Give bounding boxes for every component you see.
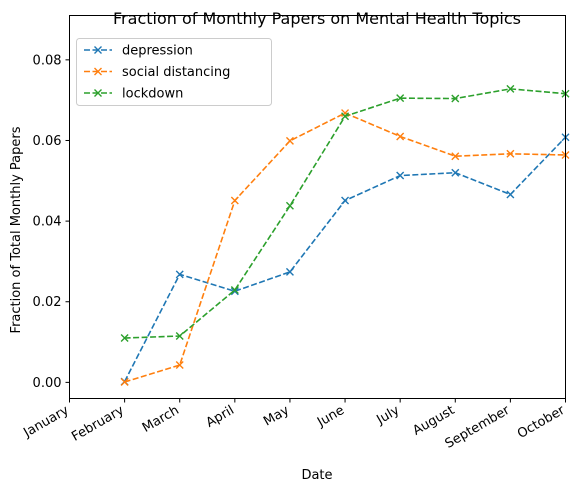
legend: depression social distancing lockdown bbox=[76, 38, 272, 106]
data-point-marker bbox=[175, 270, 184, 279]
data-point-marker bbox=[451, 94, 460, 103]
data-point-marker bbox=[285, 201, 294, 210]
legend-box bbox=[76, 38, 272, 106]
y-tick-label: 0.04 bbox=[33, 215, 62, 230]
y-tick-label: 0.06 bbox=[33, 134, 62, 149]
x-axis-label: Date bbox=[301, 468, 332, 483]
data-point-marker bbox=[285, 267, 294, 276]
data-point-marker bbox=[396, 94, 405, 103]
data-point-marker bbox=[451, 152, 460, 161]
plot-frame bbox=[69, 15, 566, 399]
data-point-marker bbox=[230, 287, 239, 296]
data-point-marker bbox=[230, 196, 239, 205]
x-tick-label: February bbox=[69, 403, 127, 445]
x-tick-label: October bbox=[515, 403, 568, 442]
data-point-marker bbox=[506, 149, 515, 158]
data-point-marker bbox=[506, 190, 515, 199]
data-point-marker bbox=[175, 332, 184, 341]
y-tick-label: 0.02 bbox=[33, 295, 62, 310]
x-tick-label: March bbox=[140, 403, 182, 436]
data-point-marker bbox=[506, 84, 515, 93]
data-point-marker bbox=[285, 136, 294, 145]
legend-label: social distancing bbox=[122, 65, 230, 80]
legend-marker bbox=[94, 46, 102, 54]
chart-title: Fraction of Monthly Papers on Mental Hea… bbox=[113, 9, 521, 28]
data-point-marker bbox=[120, 334, 129, 343]
series-line-depression bbox=[123, 136, 567, 382]
data-point-marker bbox=[396, 132, 405, 141]
legend-label: lockdown bbox=[122, 87, 183, 102]
data-point-marker bbox=[341, 112, 350, 121]
data-point-marker bbox=[120, 377, 129, 386]
y-axis: 0.00 0.02 0.04 0.06 0.08 bbox=[33, 53, 70, 391]
x-tick-label: April bbox=[204, 403, 237, 431]
legend-marker bbox=[94, 89, 102, 97]
series-line-social-distancing bbox=[124, 112, 566, 383]
data-point-marker bbox=[451, 168, 460, 177]
y-axis-label: Fraction of Total Monthly Papers bbox=[9, 126, 24, 333]
data-point-marker bbox=[175, 361, 184, 370]
legend-marker bbox=[94, 67, 102, 76]
x-tick-label: June bbox=[314, 403, 347, 431]
series-line-lockdown bbox=[124, 88, 566, 339]
legend-label: depression bbox=[122, 44, 193, 59]
y-tick-label: 0.08 bbox=[33, 53, 62, 68]
x-tick-label: January bbox=[20, 403, 71, 441]
x-tick-label: July bbox=[374, 403, 403, 428]
x-tick-label: May bbox=[261, 403, 292, 430]
plot-layer bbox=[120, 84, 570, 386]
data-point-marker bbox=[230, 286, 239, 295]
data-point-marker bbox=[396, 171, 405, 180]
x-tick-label: August bbox=[410, 403, 457, 439]
data-point-marker bbox=[341, 196, 350, 205]
y-tick-label: 0.00 bbox=[33, 376, 62, 391]
